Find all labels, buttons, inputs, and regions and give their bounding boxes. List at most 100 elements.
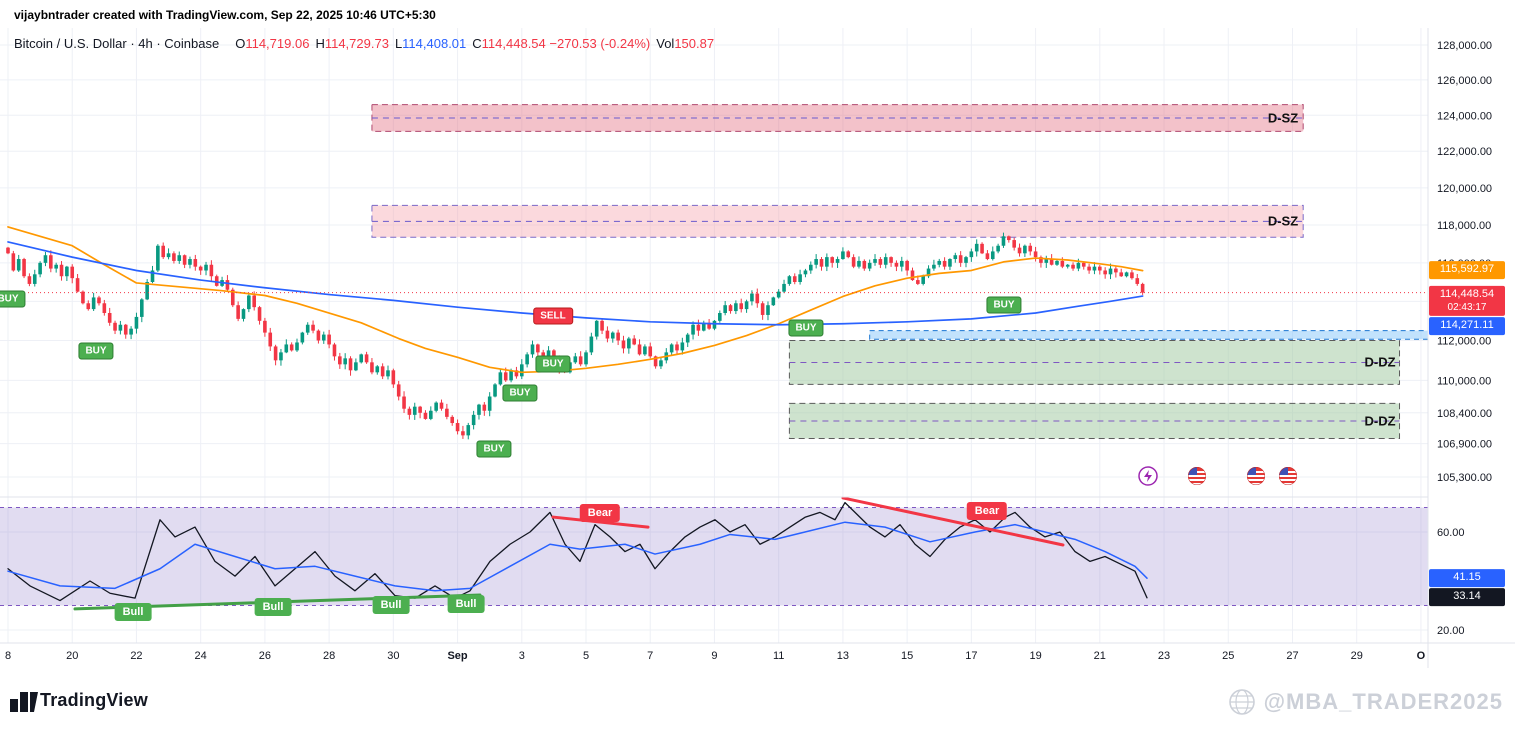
candle — [375, 366, 380, 373]
chart-canvas[interactable]: 128,000.00 126,000.00 124,000.00 122,000.00… — [0, 28, 1515, 680]
candle — [140, 299, 144, 317]
bear-trendline[interactable] — [551, 515, 650, 529]
x-axis-label[interactable]: 20 — [66, 650, 78, 662]
candle — [418, 406, 422, 413]
candle — [370, 362, 374, 373]
x-axis-label[interactable]: 23 — [1158, 650, 1170, 662]
candle — [434, 402, 438, 411]
close-value: 114,448.54 — [481, 36, 546, 51]
candle — [894, 262, 899, 267]
x-axis-label[interactable]: 7 — [647, 650, 653, 662]
candle — [289, 344, 294, 351]
candle — [391, 370, 396, 385]
candle — [70, 266, 75, 279]
candle — [1001, 236, 1006, 246]
candle — [867, 262, 872, 269]
candle — [1098, 266, 1102, 271]
y-axis-label[interactable]: 126,000.00 — [1437, 75, 1492, 87]
candle — [214, 276, 219, 286]
tradingview-logo-icon[interactable] — [10, 690, 38, 714]
candle — [359, 354, 364, 363]
x-axis-label[interactable]: 29 — [1351, 650, 1363, 662]
candle — [584, 352, 588, 365]
candle — [814, 259, 818, 265]
rsi-axis-label[interactable]: 60.00 — [1437, 527, 1465, 539]
x-axis-label[interactable]: 21 — [1094, 650, 1106, 662]
y-axis-label[interactable]: 105,300.00 — [1437, 472, 1492, 484]
event-us-flag-icon[interactable] — [1279, 467, 1297, 485]
candle — [883, 257, 888, 265]
event-us-flag-icon[interactable] — [1188, 467, 1206, 485]
y-axis-label[interactable]: 120,000.00 — [1437, 183, 1492, 195]
rsi-axis-label[interactable]: 20.00 — [1437, 625, 1465, 637]
candle — [209, 264, 214, 277]
y-axis-label[interactable]: 122,000.00 — [1437, 146, 1492, 158]
blue-ma-line — [7, 241, 1144, 326]
event-us-flag-icon[interactable] — [1247, 467, 1265, 485]
candle — [156, 245, 160, 271]
bear-trendline[interactable] — [841, 496, 1065, 547]
candle — [1065, 264, 1070, 267]
candle — [1076, 262, 1081, 269]
symbol-title[interactable]: Bitcoin / U.S. Dollar · 4h · Coinbase — [14, 36, 220, 51]
x-axis-label[interactable]: 19 — [1029, 650, 1041, 662]
watermark-text: @MBA_TRADER2025 — [1263, 689, 1503, 714]
x-axis-label[interactable]: 17 — [965, 650, 977, 662]
x-axis-label[interactable]: 30 — [387, 650, 399, 662]
x-axis-label[interactable]: Sep — [447, 650, 467, 662]
candle — [739, 303, 744, 310]
y-axis-label[interactable]: 124,000.00 — [1437, 110, 1492, 122]
x-axis-label[interactable]: 9 — [711, 650, 717, 662]
x-axis-label[interactable]: 5 — [583, 650, 589, 662]
candle — [1087, 266, 1091, 271]
candle — [477, 404, 481, 415]
candle — [691, 324, 695, 335]
tradingview-brand[interactable]: TradingView — [40, 690, 148, 710]
candle — [81, 291, 85, 304]
x-axis-label[interactable]: 8 — [5, 650, 11, 662]
candle — [932, 264, 936, 269]
candle — [118, 324, 123, 331]
candle — [284, 344, 289, 353]
candle — [536, 344, 540, 353]
candle — [744, 301, 749, 310]
candle — [905, 260, 909, 271]
y-axis-label[interactable]: 128,000.00 — [1437, 40, 1492, 52]
x-axis-label[interactable]: 13 — [837, 650, 849, 662]
candle — [792, 276, 797, 282]
candle — [407, 408, 412, 415]
candle — [1012, 240, 1016, 248]
candle — [204, 264, 208, 271]
event-bolt-icon[interactable] — [1138, 466, 1158, 486]
candle — [862, 260, 867, 269]
x-axis-label[interactable]: 22 — [130, 650, 142, 662]
y-axis-label[interactable]: 106,900.00 — [1437, 439, 1492, 451]
candle — [1044, 259, 1049, 263]
candle — [653, 356, 658, 367]
x-axis-label[interactable]: 15 — [901, 650, 913, 662]
price-chart-svg[interactable]: 128,000.00 126,000.00 124,000.00 122,000.00… — [0, 28, 1515, 680]
y-axis-label[interactable]: 118,000.00 — [1437, 220, 1491, 232]
x-axis-label[interactable]: O — [1417, 650, 1426, 662]
y-axis-label[interactable]: 112,000.00 — [1437, 335, 1491, 347]
candle — [338, 356, 342, 365]
x-axis-label[interactable]: 3 — [519, 650, 525, 662]
candles-layer — [6, 232, 1145, 440]
orange-ma-line — [7, 226, 1144, 374]
candle — [734, 303, 738, 312]
candle — [134, 316, 139, 329]
x-axis-label[interactable]: 28 — [323, 650, 335, 662]
x-axis-label[interactable]: 27 — [1286, 650, 1298, 662]
y-axis-label[interactable]: 110,000.00 — [1437, 375, 1491, 387]
y-axis-label[interactable]: 116,000.00 — [1437, 258, 1491, 270]
y-axis-label[interactable]: 108,400.00 — [1437, 408, 1492, 420]
candle — [1092, 266, 1097, 271]
candle — [926, 268, 931, 277]
candle — [669, 344, 674, 353]
x-axis-label[interactable]: 25 — [1222, 650, 1234, 662]
x-axis-label[interactable]: 11 — [773, 650, 784, 662]
blue-zone[interactable] — [869, 330, 1429, 340]
x-axis-label[interactable]: 26 — [259, 650, 271, 662]
credit-bar: vijaybntrader created with TradingView.c… — [0, 0, 1515, 28]
x-axis-label[interactable]: 24 — [195, 650, 207, 662]
